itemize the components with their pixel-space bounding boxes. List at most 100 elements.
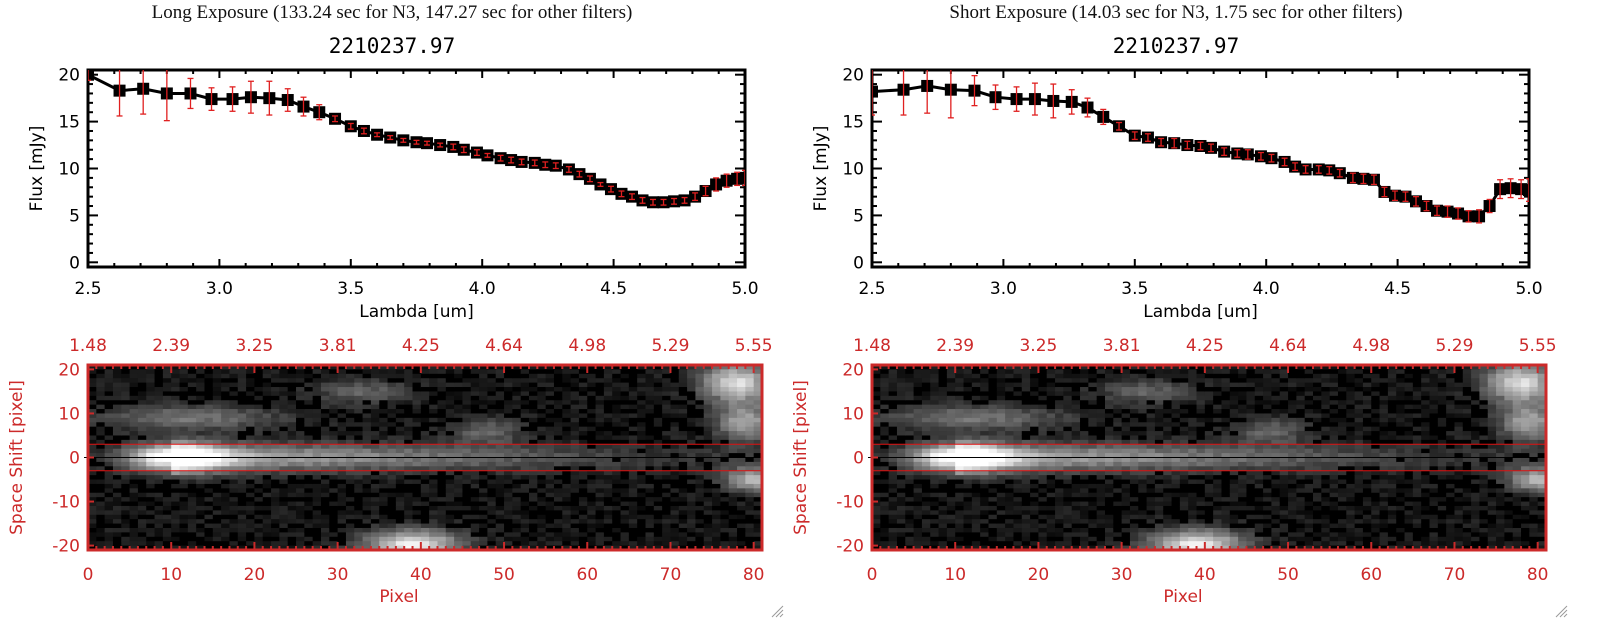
image-pixel bbox=[896, 400, 906, 406]
image-pixel bbox=[905, 387, 915, 393]
image-pixel bbox=[387, 409, 397, 415]
image-pixel bbox=[545, 541, 555, 547]
image-pixel bbox=[320, 431, 330, 437]
image-pixel bbox=[921, 479, 931, 485]
image-pixel bbox=[88, 505, 97, 511]
image-pixel bbox=[445, 492, 455, 498]
image-pixel bbox=[187, 391, 197, 397]
image-pixel bbox=[553, 545, 563, 551]
image-pixel bbox=[379, 523, 389, 529]
image-pixel bbox=[387, 483, 397, 489]
image-pixel bbox=[329, 378, 339, 384]
image-pixel bbox=[112, 431, 122, 437]
image-pixel bbox=[963, 457, 973, 463]
image-pixel bbox=[329, 479, 339, 485]
image-pixel bbox=[162, 523, 172, 529]
image-pixel bbox=[304, 492, 314, 498]
image-pixel bbox=[938, 365, 948, 371]
image-pixel bbox=[896, 488, 906, 494]
image-pixel bbox=[880, 453, 890, 459]
image-pixel bbox=[88, 514, 97, 520]
image-pixel bbox=[620, 417, 630, 423]
image-pixel bbox=[287, 488, 297, 494]
image-pixel bbox=[570, 417, 580, 423]
image-pixel bbox=[905, 466, 915, 472]
image-pixel bbox=[279, 426, 289, 432]
image-pixel bbox=[329, 488, 339, 494]
image-pixel bbox=[545, 391, 555, 397]
image-pixel bbox=[872, 501, 881, 507]
image-pixel bbox=[913, 422, 923, 428]
image-pixel bbox=[196, 532, 206, 538]
image-pixel bbox=[980, 413, 990, 419]
image-pixel bbox=[913, 470, 923, 476]
image-pixel bbox=[146, 532, 156, 538]
error-bar bbox=[247, 80, 254, 114]
image-pixel bbox=[154, 457, 164, 463]
image-pixel bbox=[888, 382, 898, 388]
image-pixel bbox=[905, 382, 915, 388]
image-pixel bbox=[254, 532, 264, 538]
image-pixel bbox=[712, 404, 721, 410]
image-pixel bbox=[637, 470, 647, 476]
image-pixel bbox=[570, 435, 580, 441]
image-pixel bbox=[603, 365, 613, 371]
image-pixel bbox=[420, 505, 430, 511]
image-pixel bbox=[603, 417, 613, 423]
image-pixel bbox=[520, 387, 530, 393]
image-pixel bbox=[695, 505, 705, 511]
image-pixel bbox=[395, 475, 405, 481]
image-pixel bbox=[996, 475, 1006, 481]
image-pixel bbox=[420, 409, 430, 415]
image-pixel bbox=[196, 514, 206, 520]
image-pixel bbox=[337, 413, 347, 419]
image-pixel bbox=[271, 391, 280, 397]
image-pixel bbox=[712, 395, 721, 401]
image-pixel bbox=[454, 453, 464, 459]
image-pixel bbox=[980, 505, 990, 511]
image-pixel bbox=[737, 483, 746, 489]
image-pixel bbox=[504, 400, 513, 406]
image-pixel bbox=[329, 369, 339, 375]
image-pixel bbox=[520, 545, 530, 551]
image-pixel bbox=[712, 413, 721, 419]
image-pixel bbox=[137, 541, 147, 547]
image-pixel bbox=[913, 426, 923, 432]
image-pixel bbox=[695, 497, 705, 503]
image-pixel bbox=[678, 431, 688, 437]
image-pixel bbox=[179, 479, 189, 485]
image-pixel bbox=[162, 409, 172, 415]
image-pixel bbox=[304, 448, 314, 454]
image-pixel bbox=[670, 466, 680, 472]
image-pixel bbox=[154, 510, 164, 516]
image-pixel bbox=[146, 475, 156, 481]
image-pixel bbox=[695, 413, 705, 419]
image-pixel bbox=[921, 431, 931, 437]
image-pixel bbox=[537, 505, 547, 511]
image-pixel bbox=[637, 422, 647, 428]
image-pixel bbox=[129, 545, 139, 551]
image-pixel bbox=[287, 400, 297, 406]
image-pixel bbox=[146, 488, 156, 494]
image-pixel bbox=[404, 422, 414, 428]
image-pixel bbox=[279, 391, 289, 397]
image-pixel bbox=[354, 479, 364, 485]
image-pixel bbox=[971, 536, 981, 542]
image-pixel bbox=[412, 466, 422, 472]
image-pixel bbox=[562, 409, 572, 415]
image-pixel bbox=[287, 501, 297, 507]
image-pixel bbox=[905, 435, 915, 441]
resize-grip-icon[interactable] bbox=[770, 604, 784, 618]
x-tick-label: 30 bbox=[327, 565, 349, 585]
image-pixel bbox=[179, 373, 189, 379]
image-pixel bbox=[271, 479, 280, 485]
image-pixel bbox=[429, 532, 439, 538]
image-pixel bbox=[520, 479, 530, 485]
image-pixel bbox=[420, 488, 430, 494]
image-pixel bbox=[454, 479, 464, 485]
image-pixel bbox=[570, 422, 580, 428]
image-pixel bbox=[429, 435, 439, 441]
image-pixel bbox=[287, 409, 297, 415]
image-pixel bbox=[437, 519, 447, 525]
image-pixel bbox=[996, 435, 1006, 441]
